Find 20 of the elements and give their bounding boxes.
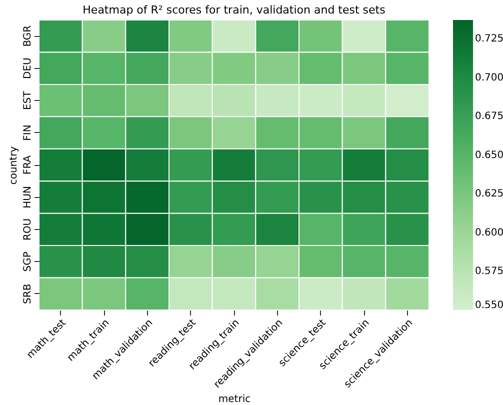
y-tick-label: ROU: [22, 218, 34, 241]
color-bar-label: 0.675: [475, 111, 503, 122]
y-tick-label: BGR: [22, 25, 34, 47]
y-axis-title: country: [8, 146, 20, 185]
y-tick-label: HUN: [22, 186, 34, 208]
color-bar-label: 0.600: [475, 227, 503, 238]
y-tick-label: SRB: [22, 284, 34, 304]
color-bar-label: 0.725: [475, 34, 503, 45]
y-tick-label: SGP: [22, 252, 34, 272]
color-bar-label: 0.575: [475, 266, 503, 278]
x-axis-title: metric: [218, 394, 251, 405]
color-bar-label: 0.625: [475, 188, 503, 200]
chart-title: Heatmap of R² scores for train, validation and test sets: [82, 4, 386, 16]
color-bar-label: 0.550: [475, 300, 503, 311]
y-tick-label: EST: [22, 90, 34, 110]
color-bar-label: 0.650: [475, 150, 503, 161]
y-tick-label: DEU: [22, 58, 34, 80]
y-tick-label: FIN: [22, 124, 34, 141]
y-tick-label: FRA: [22, 155, 34, 175]
color-bar-label: 0.700: [475, 72, 503, 84]
